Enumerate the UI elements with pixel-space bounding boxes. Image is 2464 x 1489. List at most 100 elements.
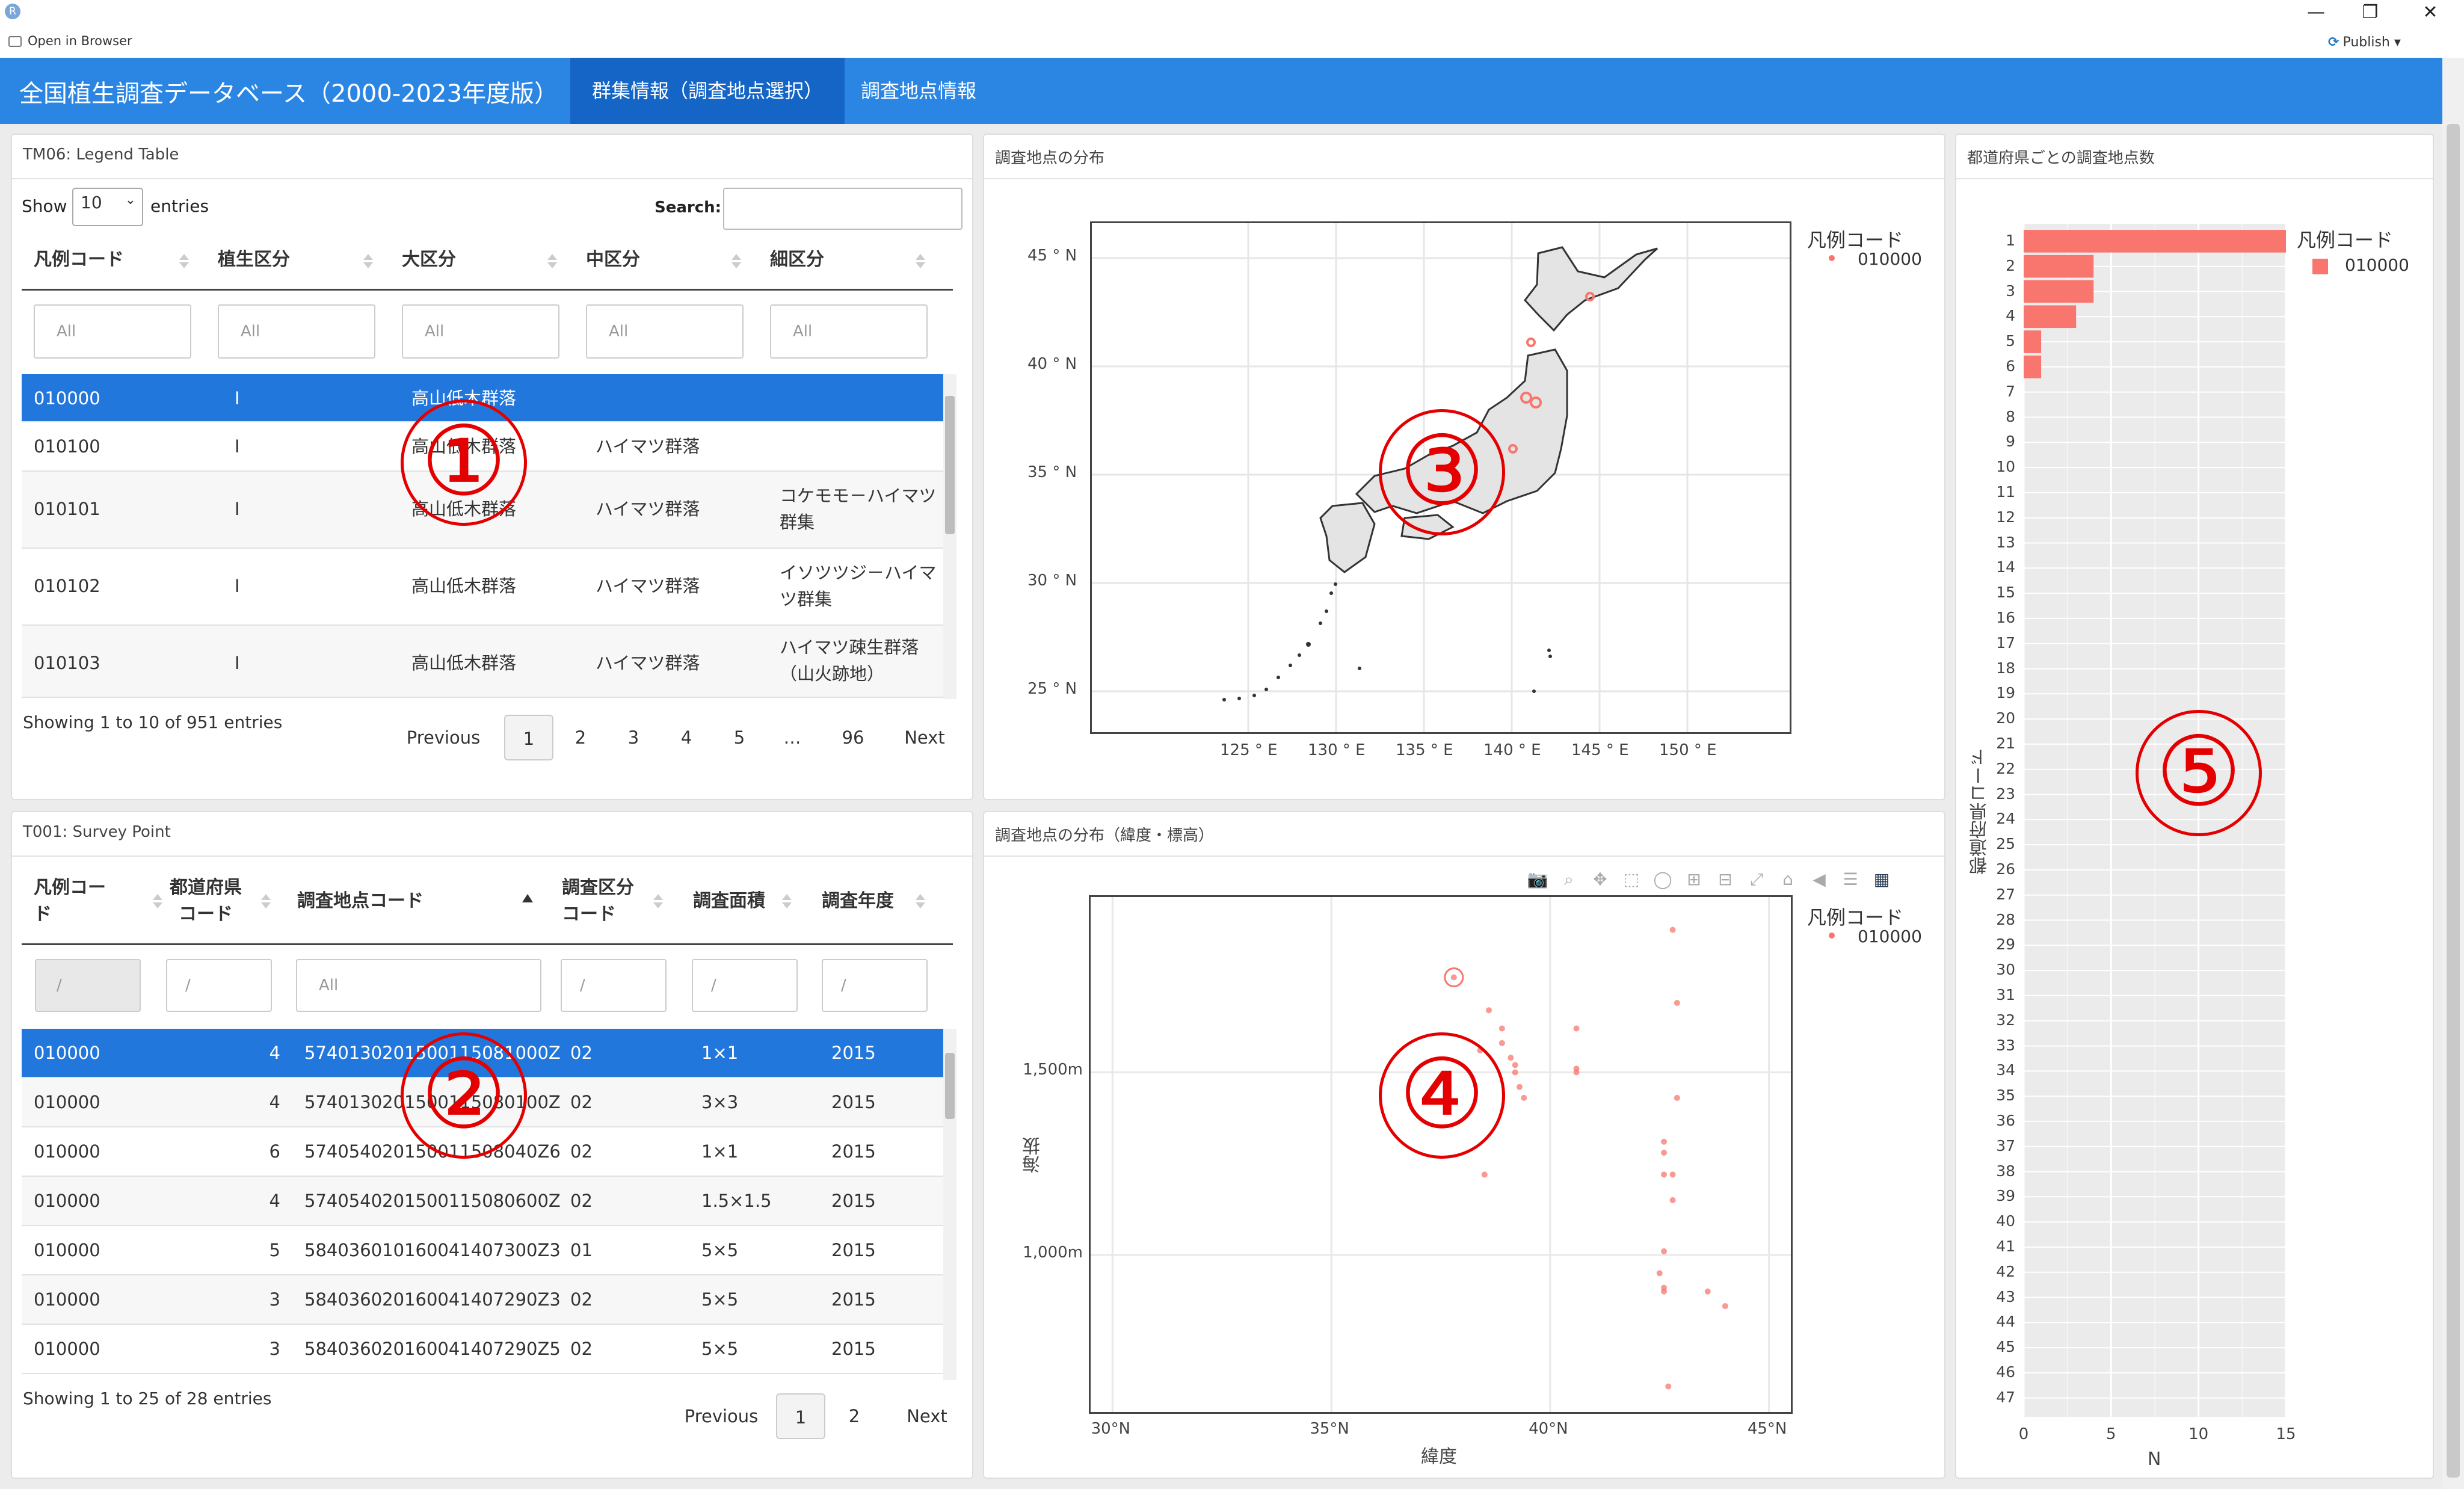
scatter-point[interactable] — [1669, 1197, 1676, 1203]
sort-asc-icon[interactable] — [782, 894, 792, 900]
lasso-icon[interactable]: ◯ — [1653, 869, 1672, 889]
scatter-point[interactable] — [1661, 1248, 1668, 1254]
restore-button[interactable]: ❐ — [2362, 2, 2379, 23]
sort-asc-icon[interactable] — [363, 254, 373, 260]
filter-vegetation-class[interactable]: All — [218, 304, 375, 359]
col-survey-point-code[interactable]: 調査地点コード — [297, 890, 424, 911]
home-icon[interactable]: ⌂ — [1782, 869, 1793, 889]
pagination-page-4[interactable]: 4 — [680, 727, 692, 748]
sort-desc-icon[interactable] — [261, 902, 271, 908]
pagination-next[interactable]: Next — [907, 1406, 947, 1426]
sort-asc-icon[interactable] — [916, 894, 925, 900]
bar[interactable] — [2024, 230, 2286, 253]
search-input[interactable] — [723, 188, 962, 230]
table-row[interactable]: 010000 4 5740540201500115080600Z 02 1.5×1.5 2… — [22, 1177, 953, 1226]
sort-desc-icon[interactable] — [153, 902, 162, 908]
col-survey-area[interactable]: 調査面積 — [693, 890, 765, 911]
scatter-point[interactable] — [1656, 1270, 1663, 1277]
table-scrollbar-thumb[interactable] — [945, 396, 955, 534]
scatter-point[interactable] — [1661, 1288, 1668, 1295]
sort-desc-icon[interactable] — [179, 262, 189, 268]
col-prefecture-code[interactable]: 都道府県コード — [170, 877, 242, 925]
sort-desc-icon[interactable] — [916, 262, 925, 268]
tab-survey-point-info[interactable]: 調査地点情報 — [861, 79, 977, 102]
tab-community-info[interactable]: 群集情報（調査地点選択） — [570, 58, 845, 124]
scatter-point[interactable] — [1450, 974, 1457, 981]
pagination-next[interactable]: Next — [904, 727, 945, 748]
scatter-point[interactable] — [1521, 1094, 1527, 1101]
scatter-point[interactable] — [1665, 1383, 1672, 1390]
bar[interactable] — [2024, 305, 2077, 328]
sort-desc-icon[interactable] — [547, 262, 557, 268]
scatter-point[interactable] — [1486, 1007, 1492, 1014]
sort-asc-icon[interactable] — [261, 894, 271, 900]
bar[interactable] — [2024, 356, 2042, 378]
scatter-point[interactable] — [1508, 1055, 1514, 1061]
table-row[interactable]: 010000 3 584036020160041407290Z3 02 5×5 2015 — [22, 1275, 953, 1325]
bar[interactable] — [2024, 280, 2094, 303]
open-in-browser-button[interactable]: Open in Browser — [8, 34, 132, 48]
sort-asc-icon[interactable] — [916, 254, 925, 260]
table-scrollbar-thumb[interactable] — [945, 1053, 955, 1119]
scatter-point[interactable] — [1573, 1025, 1580, 1032]
table-row[interactable]: 010103 I 高山低木群落 ハイマツ群落 ハイマツ疎生群落（山火跡地） — [22, 626, 953, 698]
sort-asc-icon[interactable] — [653, 894, 663, 900]
pan-icon[interactable]: ✥ — [1593, 869, 1607, 889]
autoscale-icon[interactable]: ⤢ — [1749, 869, 1764, 889]
sort-desc-icon[interactable] — [732, 262, 741, 268]
close-button[interactable]: ✕ — [2422, 2, 2438, 23]
sort-desc-icon[interactable] — [782, 902, 792, 908]
filter-major-class[interactable]: All — [402, 304, 559, 359]
scatter-point[interactable] — [1498, 1040, 1505, 1046]
col-legend-code[interactable]: 凡例コード — [34, 249, 124, 270]
scatter-point[interactable] — [1704, 1288, 1711, 1295]
pagination-page-96[interactable]: 96 — [842, 727, 864, 748]
col-minor-class[interactable]: 細区分 — [770, 249, 824, 270]
filter-prefecture-range[interactable]: / — [166, 959, 272, 1012]
pagination-previous[interactable]: Previous — [684, 1406, 759, 1426]
scatter-point[interactable] — [1512, 1069, 1518, 1076]
minimize-button[interactable]: — — [2307, 2, 2325, 23]
filter-survey-year[interactable]: / — [822, 959, 928, 1012]
filter-survey-area[interactable]: / — [692, 959, 798, 1012]
sort-desc-icon[interactable] — [653, 902, 663, 908]
pagination-previous[interactable]: Previous — [406, 727, 481, 748]
pagination-page-3[interactable]: 3 — [627, 727, 639, 748]
zoom-in-icon[interactable]: ⊞ — [1687, 869, 1701, 889]
table-row[interactable]: 010000 5 584036010160041407300Z3 01 5×5 2015 — [22, 1226, 953, 1275]
pagination-page-1[interactable]: 1 — [776, 1393, 825, 1439]
scatter-point[interactable] — [1512, 1062, 1518, 1068]
scatter-point[interactable] — [1722, 1302, 1728, 1309]
pagination-page-2[interactable]: 2 — [848, 1406, 860, 1426]
scatter-point[interactable] — [1498, 1025, 1505, 1032]
scatter-point[interactable] — [1669, 1171, 1676, 1178]
filter-minor-class[interactable]: All — [770, 304, 928, 359]
col-survey-type-code[interactable]: 調査区分コード — [562, 877, 634, 925]
publish-button[interactable]: ⟳ Publish ▾ — [2328, 35, 2401, 50]
filter-legend-code[interactable]: All — [34, 304, 191, 359]
table-scrollbar[interactable] — [943, 1029, 956, 1380]
camera-icon[interactable]: 📷 — [1527, 869, 1548, 889]
hover-closest-icon[interactable]: ◀ — [1813, 869, 1826, 889]
pagination-page-2[interactable]: 2 — [574, 727, 587, 748]
bar[interactable] — [2024, 330, 2042, 353]
page-scrollbar[interactable] — [2442, 58, 2464, 1489]
sort-asc-icon[interactable] — [153, 894, 162, 900]
col-middle-class[interactable]: 中区分 — [586, 249, 640, 270]
table-row[interactable]: 010102 I 高山低木群落 ハイマツ群落 イソツツジ－ハイマツ群集 — [22, 549, 953, 626]
filter-middle-class[interactable]: All — [586, 304, 744, 359]
scatter-legend-item[interactable]: 010000 — [1858, 926, 1922, 946]
scatter-point[interactable] — [1661, 1171, 1668, 1178]
hover-compare-icon[interactable]: ☰ — [1843, 869, 1858, 889]
pagination-page-5[interactable]: 5 — [733, 727, 745, 748]
zoom-icon[interactable]: ⌕ — [1564, 869, 1574, 889]
filter-survey-point-code[interactable]: All — [296, 959, 541, 1012]
page-scrollbar-thumb[interactable] — [2447, 124, 2460, 1478]
scatter-point[interactable] — [1516, 1084, 1523, 1090]
sort-desc-icon[interactable] — [363, 262, 373, 268]
table-scrollbar[interactable] — [943, 374, 956, 699]
col-survey-year[interactable]: 調査年度 — [822, 890, 894, 911]
box-select-icon[interactable]: ⬚ — [1623, 869, 1640, 889]
scatter-point[interactable] — [1674, 1094, 1680, 1101]
scatter-point[interactable] — [1661, 1138, 1668, 1145]
